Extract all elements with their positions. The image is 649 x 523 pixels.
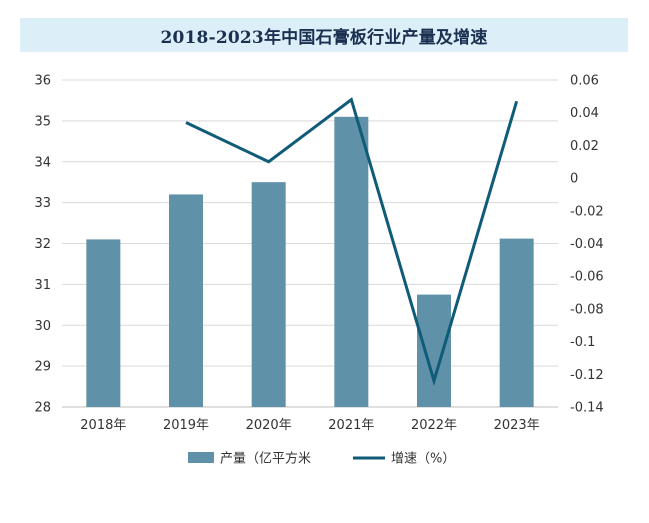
left-tick-label: 28 xyxy=(34,401,51,416)
category-label: 2019年 xyxy=(163,418,209,433)
right-tick-label: -0.14 xyxy=(570,401,604,416)
grid-lines xyxy=(62,79,558,408)
left-tick-label: 35 xyxy=(34,114,51,129)
bar xyxy=(417,294,451,407)
bar xyxy=(169,194,203,407)
left-tick-label: 30 xyxy=(34,319,51,334)
x-axis: 2018年 2019年 2020年 2021年 2022年 2023年 xyxy=(80,418,539,433)
right-tick-label: 0 xyxy=(570,172,578,187)
right-tick-label: -0.08 xyxy=(570,302,604,317)
right-tick-label: 0.04 xyxy=(570,106,599,121)
legend-label-bar: 产量（亿平方米 xyxy=(220,451,311,467)
right-tick-label: -0.04 xyxy=(570,237,604,252)
category-label: 2022年 xyxy=(411,418,457,433)
chart-title-bar: 2018-2023年中国石膏板行业产量及增速 xyxy=(20,18,628,52)
legend: 产量（亿平方米 增速（%） xyxy=(188,451,455,467)
category-label: 2020年 xyxy=(246,418,292,433)
left-tick-label: 33 xyxy=(34,196,51,211)
category-label: 2021年 xyxy=(328,418,374,433)
bar xyxy=(334,116,369,407)
chart-title: 2018-2023年中国石膏板行业产量及增速 xyxy=(160,27,488,48)
right-tick-label: -0.1 xyxy=(570,335,595,350)
bar xyxy=(499,238,534,407)
legend-swatch-bar xyxy=(188,452,214,463)
right-axis: 0.06 0.04 0.02 0 -0.02 -0.04 -0.06 -0.08 -0.1 -0.… xyxy=(570,74,604,416)
left-tick-label: 31 xyxy=(34,278,51,293)
right-tick-label: 0.02 xyxy=(570,139,599,154)
right-tick-label: -0.06 xyxy=(570,270,604,285)
right-tick-label: -0.12 xyxy=(570,368,604,383)
bar xyxy=(86,239,121,407)
bar-series xyxy=(86,116,534,407)
left-tick-label: 29 xyxy=(34,360,51,375)
legend-label-line: 增速（%） xyxy=(391,452,455,467)
growth-line xyxy=(185,97,519,387)
left-axis: 36 35 34 33 32 31 30 29 28 xyxy=(34,74,51,416)
category-label: 2023年 xyxy=(494,418,540,433)
left-tick-label: 32 xyxy=(34,237,51,252)
right-tick-label: -0.02 xyxy=(570,204,604,219)
right-tick-label: 0.06 xyxy=(570,74,599,89)
line-series xyxy=(185,97,519,387)
left-tick-label: 34 xyxy=(34,155,51,170)
bar xyxy=(251,182,286,407)
category-label: 2018年 xyxy=(80,418,126,433)
left-tick-label: 36 xyxy=(34,74,51,89)
